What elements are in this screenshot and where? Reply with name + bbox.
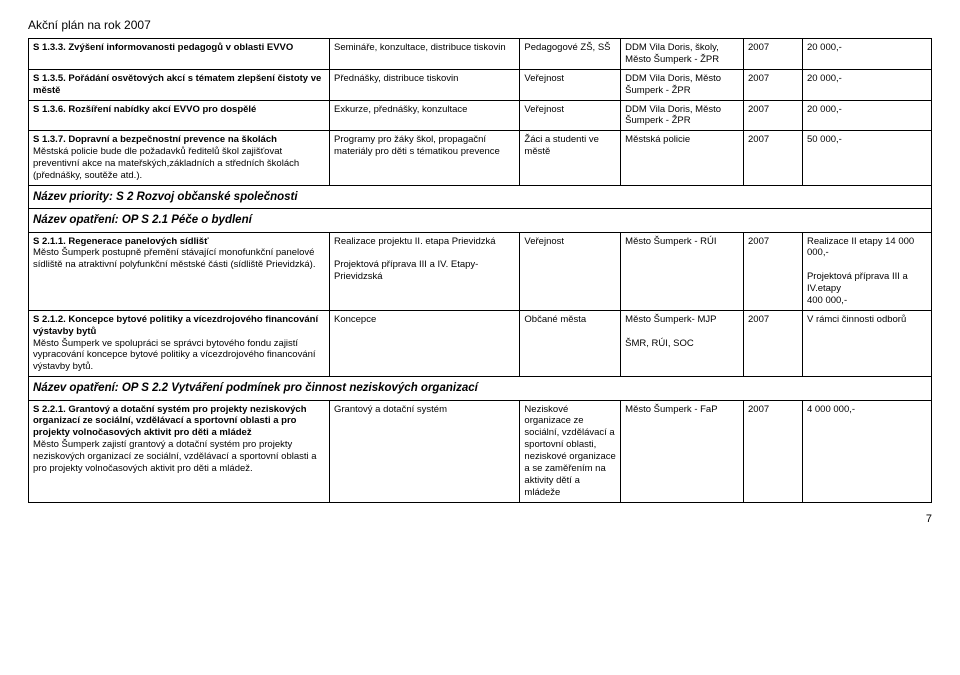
col-c5: 2007 bbox=[744, 232, 803, 310]
page-number: 7 bbox=[28, 513, 932, 525]
action-desc: Městská policie bude dle požadavků ředit… bbox=[33, 146, 299, 181]
col-c5: 2007 bbox=[744, 310, 803, 376]
col-c6: 50 000,- bbox=[802, 131, 931, 186]
col-c4: Město Šumperk - RÚI bbox=[621, 232, 744, 310]
section-header: Název opatření: OP S 2.2 Vytváření podmí… bbox=[29, 377, 932, 400]
action-title: S 1.3.5. Pořádání osvětových akcí s téma… bbox=[33, 73, 321, 96]
col-c4: DDM Vila Doris, Město Šumperk - ŽPR bbox=[621, 100, 744, 131]
col-c6: 20 000,- bbox=[802, 100, 931, 131]
action-title: S 1.3.6. Rozšíření nabídky akcí EVVO pro… bbox=[33, 104, 256, 115]
col-c6: Realizace II etapy 14 000 000,-Projektov… bbox=[802, 232, 931, 310]
col-c4: Město Šumperk- MJPŠMR, RÚI, SOC bbox=[621, 310, 744, 376]
col-c5: 2007 bbox=[744, 39, 803, 70]
col-action: S 1.3.3. Zvýšení informovanosti pedagogů… bbox=[29, 39, 330, 70]
col-action: S 1.3.5. Pořádání osvětových akcí s téma… bbox=[29, 69, 330, 100]
col-c4: DDM Vila Doris, školy, Město Šumperk - Ž… bbox=[621, 39, 744, 70]
col-c2: Programy pro žáky škol, propagační mater… bbox=[330, 131, 520, 186]
col-c6: V rámci činnosti odborů bbox=[802, 310, 931, 376]
col-c3: Veřejnost bbox=[520, 232, 621, 310]
col-c2: Grantový a dotační systém bbox=[330, 400, 520, 502]
col-c5: 2007 bbox=[744, 400, 803, 502]
col-c5: 2007 bbox=[744, 69, 803, 100]
action-title: S 1.3.3. Zvýšení informovanosti pedagogů… bbox=[33, 42, 293, 53]
action-title: S 2.2.1. Grantový a dotační systém pro p… bbox=[33, 404, 307, 439]
col-c3: Pedagogové ZŠ, SŠ bbox=[520, 39, 621, 70]
col-c4: Městská policie bbox=[621, 131, 744, 186]
col-c2: Realizace projektu II. etapa PrievidzkáP… bbox=[330, 232, 520, 310]
section-header: Název opatření: OP S 2.1 Péče o bydlení bbox=[29, 209, 932, 232]
col-c6: 20 000,- bbox=[802, 39, 931, 70]
col-action: S 1.3.7. Dopravní a bezpečnostní prevenc… bbox=[29, 131, 330, 186]
col-c4: DDM Vila Doris, Město Šumperk - ŽPR bbox=[621, 69, 744, 100]
col-c6: 20 000,- bbox=[802, 69, 931, 100]
col-c5: 2007 bbox=[744, 100, 803, 131]
col-c5: 2007 bbox=[744, 131, 803, 186]
col-c2: Semináře, konzultace, distribuce tiskovi… bbox=[330, 39, 520, 70]
action-title: S 2.1.2. Koncepce bytové politiky a více… bbox=[33, 314, 318, 337]
col-c2: Koncepce bbox=[330, 310, 520, 376]
col-c3: Neziskové organizace ze sociální, vzdělá… bbox=[520, 400, 621, 502]
action-title: S 2.1.1. Regenerace panelových sídlišť bbox=[33, 236, 209, 247]
col-action: S 2.1.2. Koncepce bytové politiky a více… bbox=[29, 310, 330, 376]
col-action: S 2.2.1. Grantový a dotační systém pro p… bbox=[29, 400, 330, 502]
action-title: S 1.3.7. Dopravní a bezpečnostní prevenc… bbox=[33, 134, 277, 145]
col-c3: Žáci a studenti ve městě bbox=[520, 131, 621, 186]
col-c6: 4 000 000,- bbox=[802, 400, 931, 502]
col-c4: Město Šumperk - FaP bbox=[621, 400, 744, 502]
action-desc: Město Šumperk zajistí grantový a dotační… bbox=[33, 439, 317, 474]
page-title: Akční plán na rok 2007 bbox=[28, 18, 932, 32]
col-action: S 2.1.1. Regenerace panelových sídlišťMě… bbox=[29, 232, 330, 310]
col-c2: Přednášky, distribuce tiskovin bbox=[330, 69, 520, 100]
action-desc: Město Šumperk postupně přemění stávající… bbox=[33, 247, 315, 270]
col-c2: Exkurze, přednášky, konzultace bbox=[330, 100, 520, 131]
plan-table: S 1.3.3. Zvýšení informovanosti pedagogů… bbox=[28, 38, 932, 503]
col-c3: Občané města bbox=[520, 310, 621, 376]
col-action: S 1.3.6. Rozšíření nabídky akcí EVVO pro… bbox=[29, 100, 330, 131]
action-desc: Město Šumperk ve spolupráci se správci b… bbox=[33, 338, 316, 373]
col-c3: Veřejnost bbox=[520, 100, 621, 131]
section-header: Název priority: S 2 Rozvoj občanské spol… bbox=[29, 185, 932, 208]
col-c3: Veřejnost bbox=[520, 69, 621, 100]
